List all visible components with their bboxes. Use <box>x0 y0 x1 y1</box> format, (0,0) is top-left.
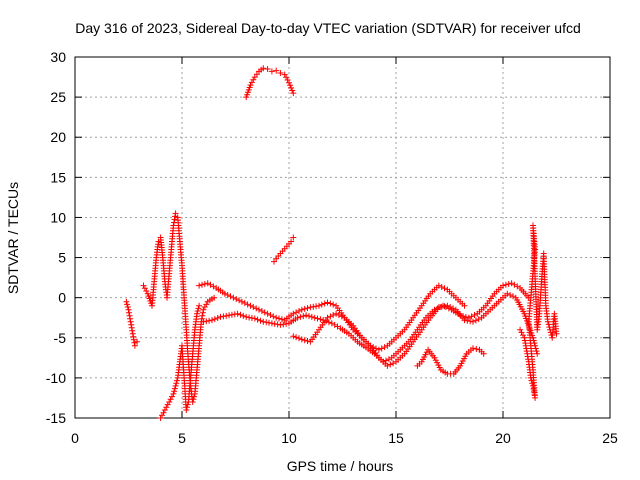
y-tick-label: 15 <box>50 169 66 185</box>
axis-ticks: 0 5 10 15 20 25 -15 -10 -5 0 5 10 15 20 25 30 <box>46 49 618 446</box>
series-segment-spike-down <box>157 302 203 421</box>
data-point-markers <box>123 298 141 349</box>
chart-title: Day 316 of 2023, Sidereal Day-to-day VTE… <box>75 20 581 36</box>
data-point-markers <box>271 234 297 265</box>
series-segment-low-band-third <box>290 290 541 369</box>
x-tick-label: 5 <box>178 430 186 446</box>
data-point-markers <box>290 290 541 369</box>
data-point-markers <box>157 302 203 421</box>
y-tick-label: 25 <box>50 89 66 105</box>
x-tick-label: 15 <box>388 430 404 446</box>
data-point-markers <box>196 280 468 353</box>
y-tick-label: 30 <box>50 49 66 65</box>
y-tick-label: 20 <box>50 129 66 145</box>
y-tick-label: -10 <box>46 370 66 386</box>
y-tick-label: 0 <box>58 290 66 306</box>
plot-frame <box>74 56 611 419</box>
data-point-markers <box>517 222 560 401</box>
series-segment-end-scatter <box>517 222 560 401</box>
y-tick-label: 5 <box>58 250 66 266</box>
series-segment-late-low <box>414 345 487 377</box>
x-tick-label: 25 <box>602 430 618 446</box>
series-segment-low-band-upper <box>196 280 468 353</box>
y-axis-label: SDTVAR / TECUs <box>5 182 21 294</box>
series-segment-bump-mid <box>243 65 297 101</box>
series-segment-early-left <box>123 298 141 349</box>
y-tick-label: -15 <box>46 410 66 426</box>
chart-grid <box>75 57 610 418</box>
y-tick-label: -5 <box>54 330 67 346</box>
x-tick-label: 10 <box>281 430 297 446</box>
data-point-markers <box>414 345 487 377</box>
x-tick-label: 20 <box>495 430 511 446</box>
x-tick-label: 0 <box>71 430 79 446</box>
y-tick-label: 10 <box>50 209 66 225</box>
x-axis-label: GPS time / hours <box>287 458 394 474</box>
series-segment-rise-mid <box>271 234 297 265</box>
data-point-markers <box>243 65 297 101</box>
data-series <box>123 65 560 421</box>
